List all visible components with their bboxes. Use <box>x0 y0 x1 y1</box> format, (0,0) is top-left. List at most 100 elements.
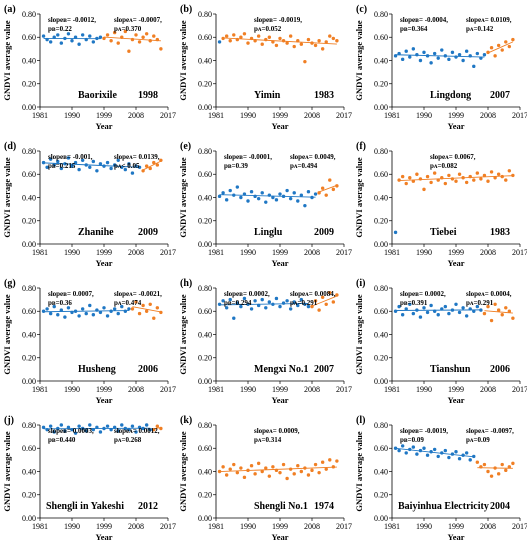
data-point-before <box>56 33 60 37</box>
data-point-before <box>123 309 128 313</box>
y-tick-label: 0.80 <box>22 421 36 430</box>
data-point-before <box>447 311 451 316</box>
data-point-before <box>274 198 279 202</box>
data-point-before <box>292 300 296 304</box>
data-point-before <box>400 444 405 448</box>
data-point-before <box>56 159 60 164</box>
data-point-after <box>411 179 416 183</box>
slope-annotation-after: slopeᴀ= -0.0097, <box>466 427 514 435</box>
data-point-after <box>224 34 229 38</box>
data-point-before <box>415 52 419 57</box>
data-point-before <box>400 313 405 317</box>
data-point-before <box>242 192 247 196</box>
data-point-before <box>127 162 131 166</box>
trend-line-after <box>311 295 338 307</box>
data-point-after <box>496 472 501 476</box>
site-name: Zhanihe <box>78 227 114 238</box>
data-point-before <box>63 315 67 319</box>
p-value-annotation-after: pᴀ< 0.05 <box>114 162 140 170</box>
slope-annotation: slopeᴀ= 0.0067, <box>430 153 476 161</box>
data-point-after <box>432 171 437 175</box>
x-tick-label: 1990 <box>64 385 80 394</box>
data-point-after <box>239 35 243 39</box>
data-point-before <box>464 451 469 455</box>
data-point-after <box>152 427 156 432</box>
data-point-before <box>120 304 124 309</box>
x-tick-label: 1990 <box>240 111 256 120</box>
data-point-before <box>393 230 398 235</box>
data-point-after <box>271 465 275 469</box>
data-point-before <box>41 160 46 165</box>
data-point-before <box>393 309 398 313</box>
data-point-before <box>468 458 472 462</box>
x-tick-label: 1981 <box>208 385 224 394</box>
data-point-before <box>95 36 99 41</box>
data-point-after <box>141 303 145 308</box>
chart-svg: (d) 0.00 0.20 0.40 0.60 0.80 1981 1990 1999 2008 2… <box>2 141 176 268</box>
data-point-after <box>500 462 504 467</box>
x-tick-label: 1981 <box>384 111 400 120</box>
data-point-after <box>152 316 156 320</box>
data-point-after <box>313 462 318 467</box>
x-tick-label: 2008 <box>304 385 320 394</box>
y-tick-label: 0.20 <box>198 354 212 363</box>
data-point-before <box>112 425 117 430</box>
data-point-before <box>397 51 401 56</box>
data-point-after <box>504 306 508 310</box>
data-point-before <box>472 64 476 69</box>
data-point-before <box>105 424 110 428</box>
y-tick-label: 0.80 <box>374 421 388 430</box>
x-tick-label: 1999 <box>272 248 288 257</box>
data-point-before <box>228 188 232 193</box>
data-point-after <box>148 39 152 43</box>
x-tick-label: 2008 <box>128 248 144 257</box>
data-point-after <box>310 41 314 45</box>
x-axis-label: Year <box>96 121 113 131</box>
data-point-before <box>393 54 398 58</box>
data-point-before <box>70 39 74 43</box>
x-tick-label: 1981 <box>384 385 400 394</box>
x-tick-label: 1999 <box>272 385 288 394</box>
chart-panel: (l) 0.00 0.20 0.40 0.60 0.80 1981 1990 1999 2008 2… <box>352 411 527 548</box>
data-point-after <box>461 176 465 180</box>
x-tick-label: 2017 <box>160 248 176 257</box>
data-point-before <box>41 34 46 38</box>
data-point-after <box>486 304 490 309</box>
data-point-before <box>45 165 49 169</box>
data-point-before <box>479 308 483 312</box>
data-point-after <box>278 36 282 41</box>
slope-annotation-before: slopeʙ= 0.0003, <box>48 427 94 435</box>
y-tick-label: 0.20 <box>374 491 388 500</box>
data-point-before <box>296 199 300 203</box>
data-point-before <box>408 55 412 59</box>
data-point-after <box>328 34 332 38</box>
chart-panel: (g) 0.00 0.20 0.40 0.60 0.80 1981 1990 1999 2008 2… <box>0 274 176 411</box>
data-point-before <box>468 54 472 58</box>
x-tick-label: 2017 <box>160 385 176 394</box>
y-tick-label: 0.60 <box>374 33 388 42</box>
data-point-after <box>130 307 135 311</box>
data-point-before <box>95 169 99 173</box>
data-point-after <box>504 40 508 44</box>
data-point-after <box>221 36 225 41</box>
data-point-before <box>66 156 71 160</box>
data-point-after <box>450 177 455 181</box>
site-year: 2012 <box>138 501 158 512</box>
chart-svg: (c) 0.00 0.20 0.40 0.60 0.80 1981 1990 1999 2008 2… <box>354 4 527 131</box>
y-axis-label: GNDVI average value <box>178 157 188 237</box>
data-point-before <box>112 163 117 167</box>
panel-label: (f) <box>356 141 366 152</box>
data-point-before <box>253 299 257 303</box>
x-tick-label: 1981 <box>32 385 48 394</box>
data-point-after <box>271 40 275 44</box>
data-point-before <box>447 57 451 62</box>
data-point-after <box>328 290 332 295</box>
data-point-after <box>296 39 300 43</box>
data-point-before <box>457 310 462 315</box>
slope-annotation-before: slopeʙ= -0.0001, <box>224 153 272 161</box>
data-point-after <box>134 33 138 37</box>
slope-annotation-after: slopeᴀ= 0.0004, <box>466 290 512 298</box>
data-point-before <box>130 424 135 428</box>
data-point-before <box>249 307 254 311</box>
data-point-before <box>271 195 275 200</box>
